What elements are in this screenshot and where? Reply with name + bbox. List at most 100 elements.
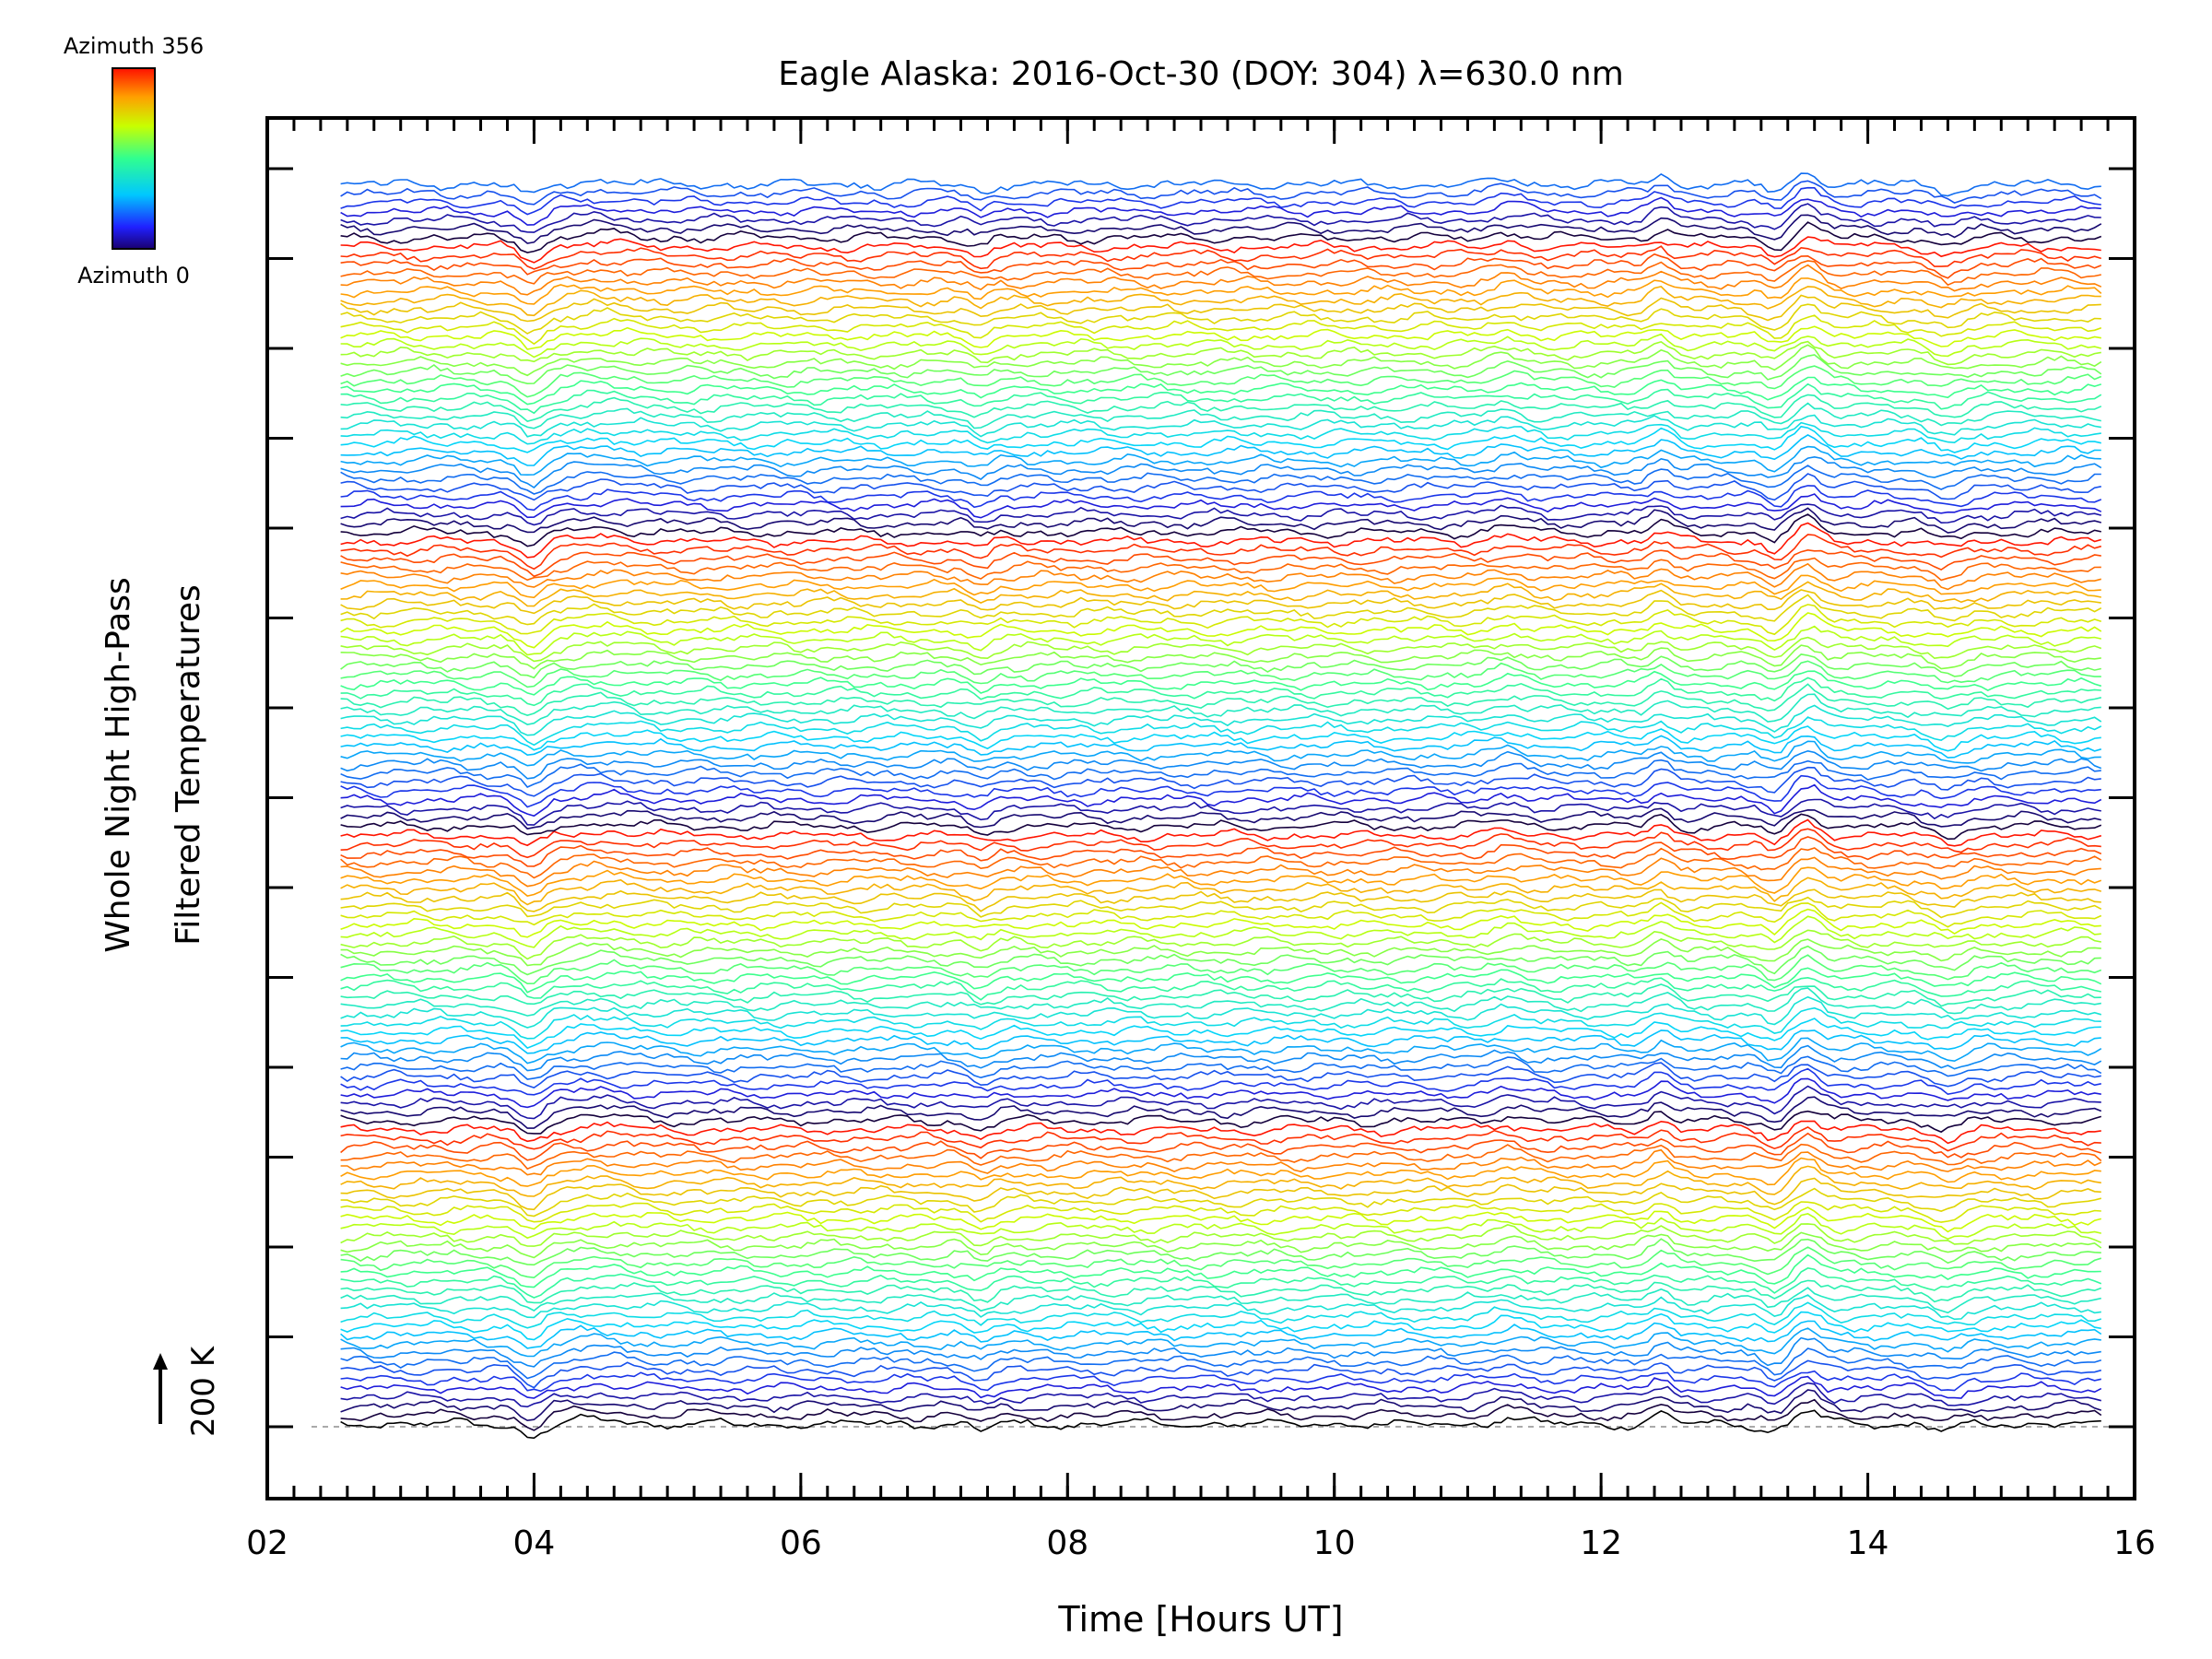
trace-line bbox=[340, 807, 2101, 830]
x-tick-label: 16 bbox=[2113, 1524, 2156, 1562]
trace-line bbox=[340, 260, 2101, 287]
trace-line bbox=[340, 783, 2102, 818]
trace-line bbox=[340, 574, 2101, 599]
trace-line bbox=[340, 1067, 2101, 1096]
trace-line bbox=[340, 828, 2101, 859]
trace-line bbox=[340, 954, 2102, 985]
trace-line bbox=[340, 1143, 2102, 1171]
x-axis-label: Time [Hours UT] bbox=[1057, 1599, 1343, 1640]
trace-line bbox=[340, 683, 2101, 716]
trace-line bbox=[340, 421, 2101, 445]
trace-line bbox=[340, 1120, 2101, 1145]
trace-line bbox=[340, 644, 2101, 670]
chart-title: Eagle Alaska: 2016-Oct-30 (DOY: 304) λ=6… bbox=[778, 55, 1624, 93]
trace-line bbox=[340, 749, 2102, 780]
trace-line bbox=[340, 1253, 2101, 1288]
trace-line bbox=[340, 1375, 2102, 1399]
trace-line bbox=[340, 186, 2101, 216]
trace-line bbox=[340, 929, 2101, 960]
trace-line bbox=[340, 562, 2102, 591]
trace-line bbox=[340, 414, 2101, 438]
trace-line bbox=[340, 203, 2101, 233]
trace-line bbox=[340, 847, 2102, 879]
trace-line bbox=[340, 670, 2102, 696]
trace-line bbox=[340, 1246, 2102, 1279]
trace-line bbox=[340, 507, 2102, 534]
trace-line bbox=[340, 382, 2102, 415]
colorbar-top-label: Azimuth 356 bbox=[64, 33, 204, 59]
y-axis-label-line1: Whole Night High-Pass bbox=[100, 577, 137, 953]
trace-line bbox=[340, 253, 2102, 279]
trace-line bbox=[340, 365, 2102, 398]
trace-line bbox=[340, 1398, 2102, 1431]
trace-line bbox=[340, 774, 2101, 808]
trace-line bbox=[340, 967, 2102, 994]
trace-line bbox=[340, 1231, 2102, 1259]
trace-line bbox=[340, 1018, 2101, 1050]
trace-line bbox=[340, 354, 2102, 385]
trace-line bbox=[340, 759, 2101, 788]
trace-line bbox=[340, 1132, 2102, 1161]
trace-line bbox=[340, 1301, 2102, 1329]
trace-line bbox=[340, 1311, 2101, 1341]
trace-line bbox=[340, 581, 2101, 607]
trace-line bbox=[340, 1148, 2102, 1176]
trace-line bbox=[340, 1320, 2102, 1349]
trace-line bbox=[340, 1238, 2101, 1266]
trace-line bbox=[340, 1223, 2102, 1247]
trace-line bbox=[340, 325, 2101, 350]
x-tick-label: 08 bbox=[1046, 1524, 1088, 1562]
trace-line bbox=[340, 740, 2101, 767]
trace-line bbox=[340, 1006, 2101, 1040]
trace-line bbox=[340, 987, 2101, 1017]
trace-line bbox=[340, 1037, 2102, 1065]
trace-line bbox=[340, 1165, 2101, 1197]
trace-line bbox=[340, 1125, 2101, 1152]
x-tick-label: 06 bbox=[780, 1524, 822, 1562]
trace-line bbox=[340, 172, 2101, 197]
trace-line bbox=[340, 604, 2102, 636]
trace-line bbox=[340, 1347, 2102, 1380]
scale-label: 200 K bbox=[185, 1345, 222, 1437]
trace-line bbox=[340, 1327, 2101, 1358]
trace-line bbox=[340, 877, 2102, 906]
trace-line bbox=[340, 286, 2101, 317]
trace-line bbox=[340, 214, 2102, 244]
trace-line bbox=[340, 1336, 2101, 1368]
trace-line bbox=[340, 704, 2102, 736]
trace-line bbox=[340, 1294, 2101, 1321]
trace-line bbox=[340, 513, 2101, 547]
trace-line bbox=[340, 557, 2101, 582]
trace-line bbox=[340, 1077, 2101, 1109]
trace-line bbox=[340, 485, 2102, 512]
trace-line bbox=[340, 725, 2101, 752]
trace-line bbox=[340, 1213, 2101, 1241]
trace-line bbox=[340, 1187, 2101, 1218]
trace-line bbox=[340, 376, 2102, 406]
trace-line bbox=[340, 945, 2101, 976]
trace-line bbox=[340, 1044, 2102, 1072]
trace-line bbox=[340, 915, 2101, 948]
trace-line bbox=[340, 1409, 2101, 1440]
trace-line bbox=[340, 1096, 2102, 1129]
trace-line bbox=[340, 1110, 2102, 1135]
trace-line bbox=[340, 594, 2102, 626]
scale-indicator: 200 K bbox=[153, 1345, 222, 1437]
trace-line bbox=[340, 995, 2102, 1029]
trace-line bbox=[340, 1279, 2102, 1304]
trace-line bbox=[340, 901, 2102, 928]
trace-line bbox=[340, 1267, 2102, 1299]
trace-line bbox=[340, 465, 2101, 495]
trace-line bbox=[340, 735, 2102, 759]
trace-line bbox=[340, 798, 2101, 826]
trace-line bbox=[340, 333, 2102, 359]
trace-line bbox=[340, 660, 2101, 688]
trace-line bbox=[340, 314, 2102, 346]
trace-line bbox=[340, 303, 2101, 335]
trace-line bbox=[340, 277, 2102, 305]
trace-line bbox=[340, 1389, 2102, 1422]
trace-line bbox=[340, 245, 2102, 270]
trace-line bbox=[340, 856, 2101, 888]
trace-line bbox=[340, 818, 2102, 847]
